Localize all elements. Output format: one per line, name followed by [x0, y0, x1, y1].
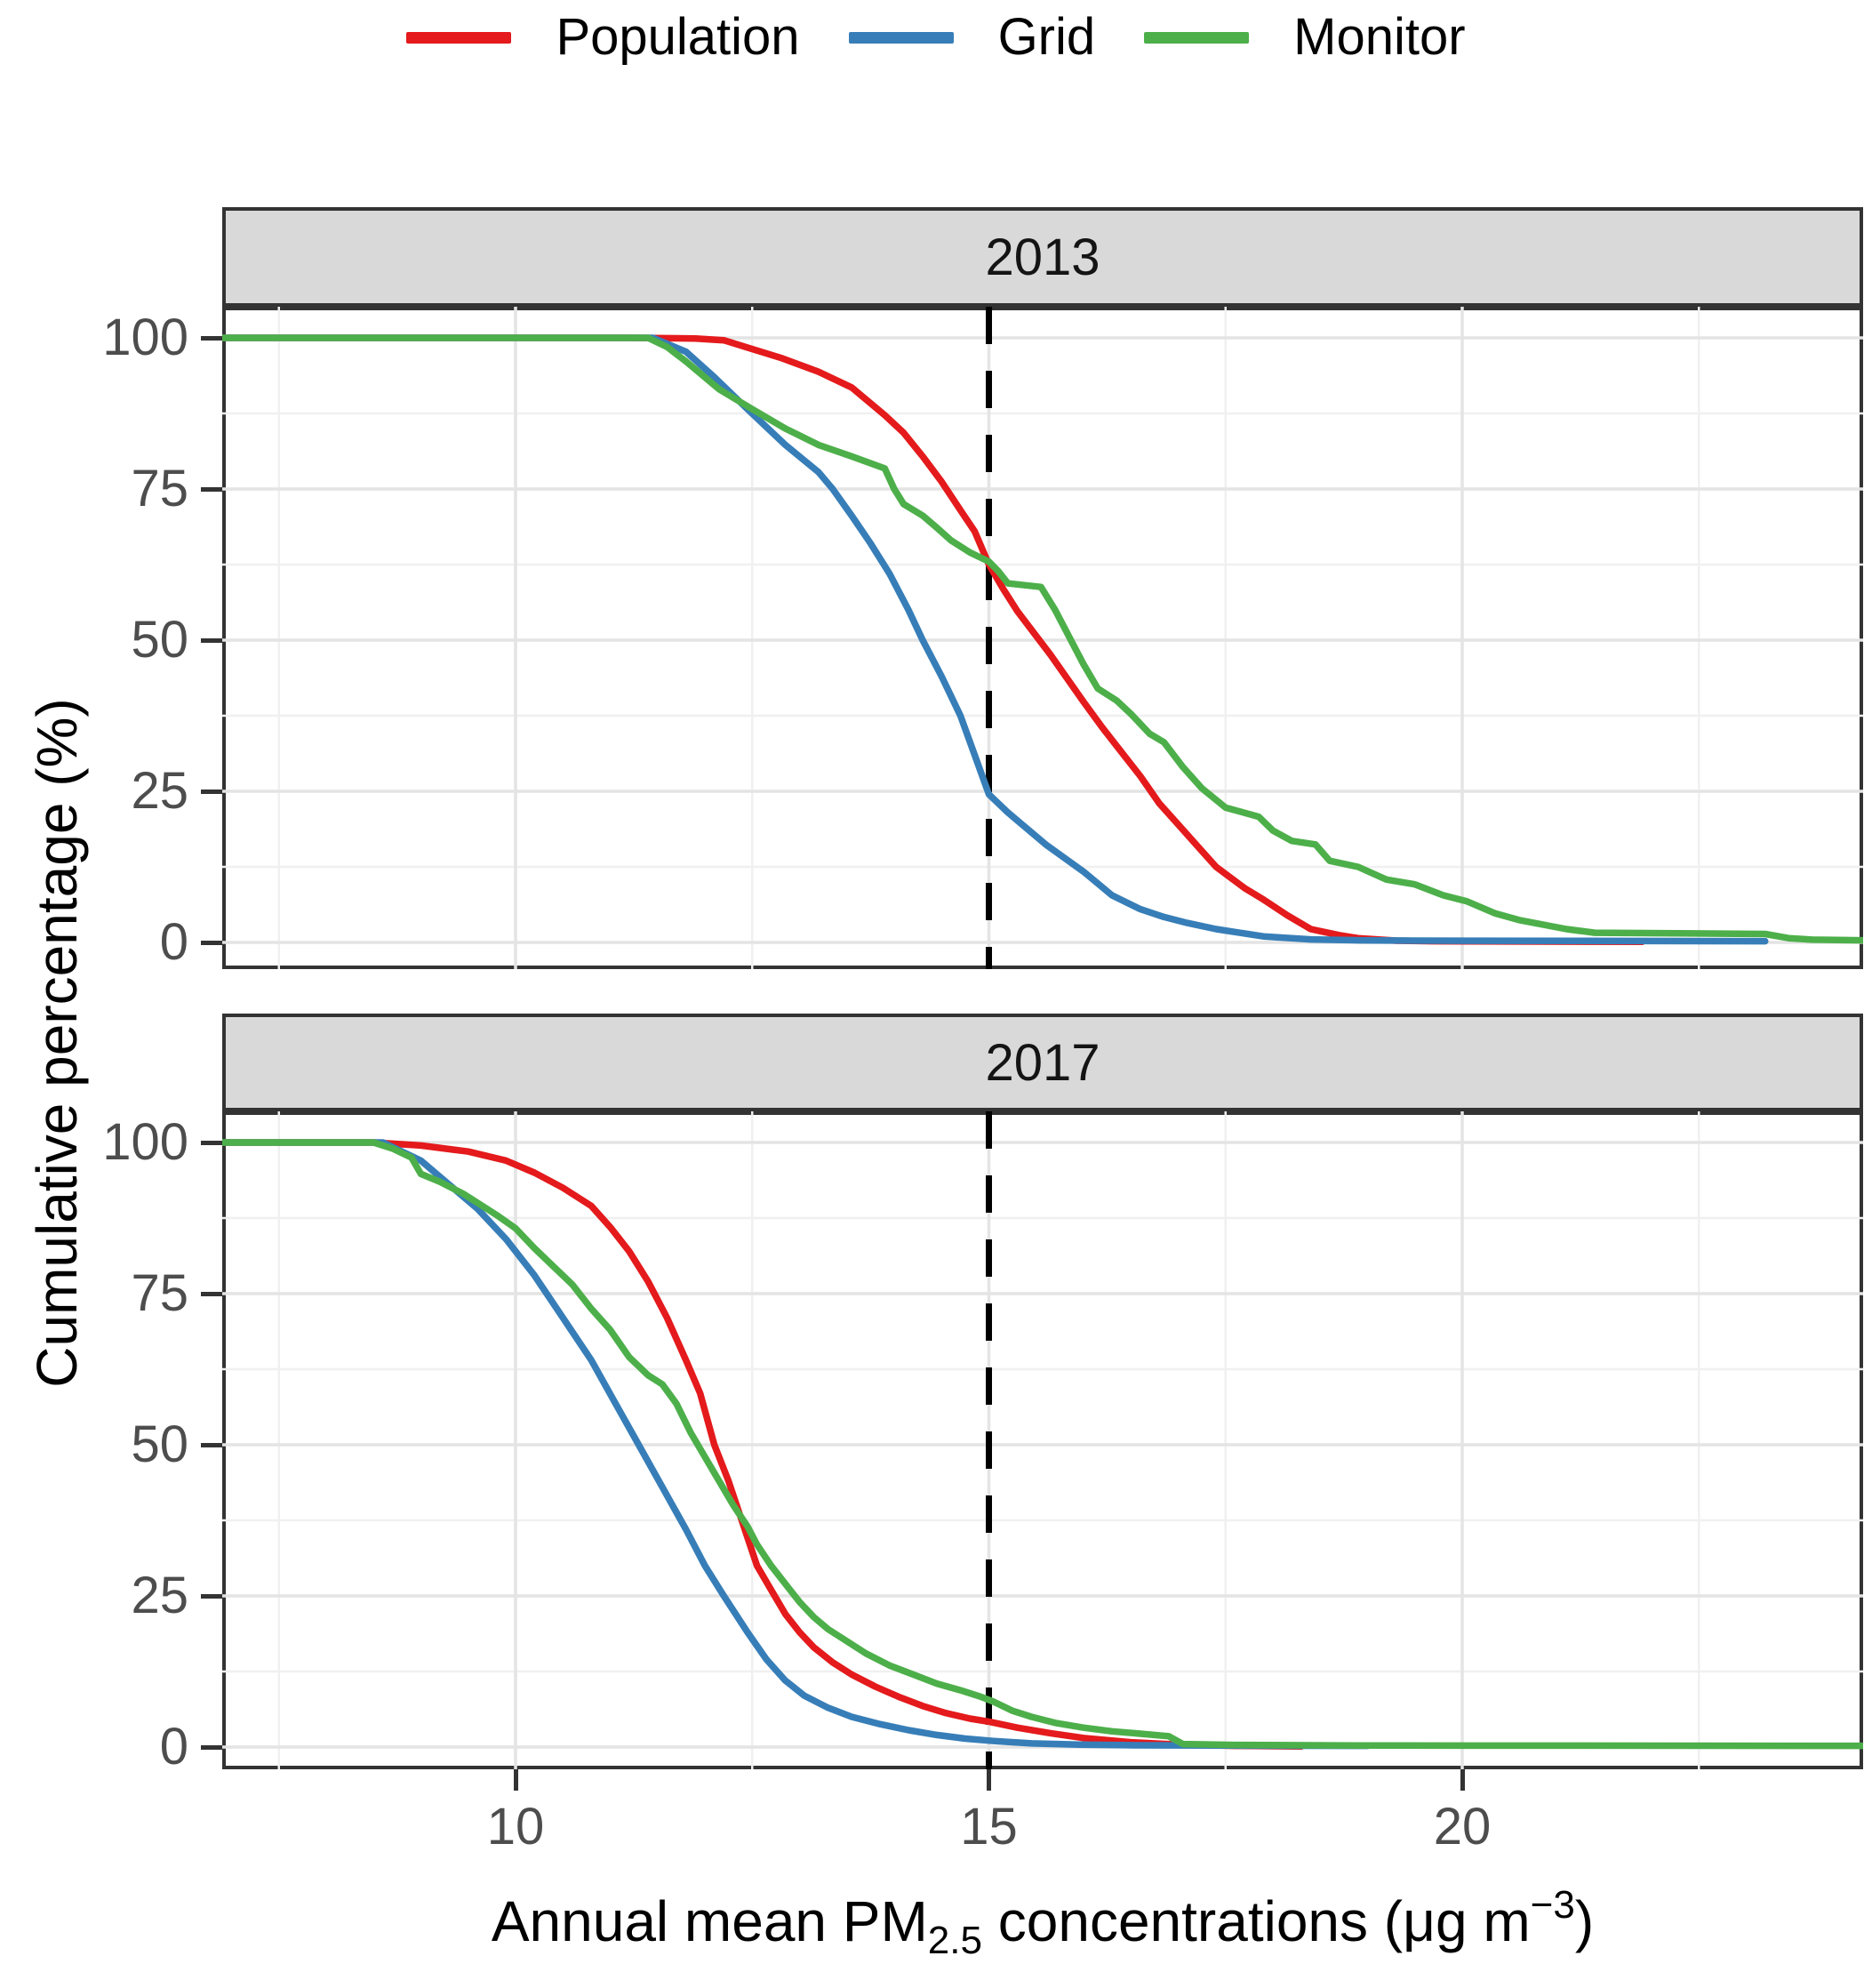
y-axis-tick-label: 0 [159, 1718, 188, 1776]
facet-strip-2013: 2013 [222, 207, 1863, 307]
facet-strip-label: 2013 [985, 228, 1100, 286]
x-axis-tick-label: 10 [486, 1798, 545, 1856]
x-axis-title-prefix: Annual mean PM [491, 1889, 928, 1953]
x-axis-title-middle: concentrations (μg m [981, 1889, 1531, 1953]
series-line-grid [222, 1139, 1372, 1750]
x-axis-title: Annual mean PM2.5 concentrations (μg m−3… [222, 1883, 1863, 1963]
y-axis-tick [201, 1593, 222, 1599]
y-axis-tick-label: 25 [131, 1567, 188, 1624]
y-axis-tick [201, 1291, 222, 1296]
x-axis-title-subscript: 2.5 [927, 1919, 982, 1962]
y-axis-tick-label: 100 [102, 309, 188, 366]
x-axis-title-suffix: ) [1574, 1889, 1595, 1953]
series-line-monitor [222, 334, 1863, 944]
y-axis-tick [201, 940, 222, 945]
y-axis-tick-label: 50 [131, 611, 188, 669]
x-axis-tick [513, 1769, 518, 1791]
series-line-population [222, 334, 1646, 946]
y-axis-tick-label: 75 [131, 1264, 188, 1322]
legend-key-grid [848, 31, 954, 44]
y-axis-tick [201, 1140, 222, 1145]
x-axis-title-superscript: −3 [1530, 1883, 1575, 1927]
legend-label: Population [556, 8, 800, 66]
legend-key-population [406, 31, 512, 44]
y-axis-tick-label: 50 [131, 1415, 188, 1473]
x-axis-tick [1460, 1769, 1465, 1791]
legend-key-monitor [1144, 31, 1250, 44]
x-axis-tick-label: 20 [1433, 1798, 1492, 1856]
y-axis-tick-label: 0 [159, 913, 188, 971]
y-axis-tick-label: 75 [131, 460, 188, 517]
legend-item-monitor: Monitor [1144, 8, 1466, 66]
y-axis-tick [201, 789, 222, 794]
y-axis-tick [201, 637, 222, 643]
facet-plot-2017 [222, 1111, 1863, 1769]
legend-item-population: Population [406, 8, 800, 66]
x-axis-tick [987, 1769, 991, 1791]
series-line-monitor [222, 1139, 1863, 1750]
series-line-grid [222, 334, 1769, 945]
y-axis-tick-label: 100 [102, 1113, 188, 1171]
facet-plot-2013 [222, 307, 1863, 969]
legend-label: Grid [997, 8, 1096, 66]
facet-strip-2017: 2017 [222, 1014, 1863, 1111]
y-axis-tick [201, 335, 222, 341]
legend-label: Monitor [1293, 8, 1466, 66]
facet-strip-label: 2017 [985, 1033, 1100, 1092]
x-axis-tick-label: 15 [960, 1798, 1018, 1856]
y-axis-tick-label: 25 [131, 762, 188, 820]
legend-item-grid: Grid [848, 8, 1096, 66]
panel-2013 [222, 307, 1863, 969]
y-axis-tick [201, 486, 222, 492]
y-axis-tick [201, 1744, 222, 1750]
series-line-population [222, 1139, 1305, 1751]
legend: Population Grid Monitor [0, 7, 1872, 68]
y-axis-tick [201, 1442, 222, 1447]
panel-2017 [222, 1111, 1863, 1769]
